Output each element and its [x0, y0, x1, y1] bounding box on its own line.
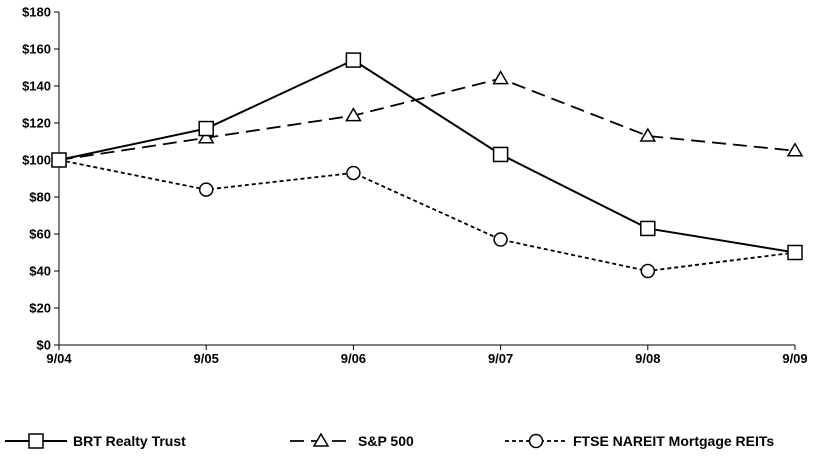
series-square-line — [51, 52, 803, 261]
y-tick-label: $160 — [22, 42, 51, 57]
series-group — [50, 52, 804, 279]
series-triangle-line — [50, 70, 804, 166]
x-tick-label: 9/09 — [782, 351, 807, 366]
data-point-triangle — [786, 142, 804, 157]
y-tick-label: $0 — [37, 338, 51, 353]
legend: BRT Realty Trust S&P 500 FTSE NAREIT Mortg… — [5, 432, 774, 449]
x-tick-label: 9/07 — [488, 351, 513, 366]
x-tick-label: 9/06 — [341, 351, 366, 366]
series-line — [58, 159, 796, 272]
data-point-triangle — [639, 127, 657, 142]
legend-label: S&P 500 — [358, 433, 414, 449]
series-line — [58, 77, 796, 161]
data-point-square — [198, 120, 214, 137]
data-point-triangle — [197, 129, 215, 144]
series-circle-line — [51, 152, 803, 279]
y-tick-label: $140 — [22, 79, 51, 94]
data-point-triangle — [345, 107, 362, 122]
legend-label: FTSE NAREIT Mortgage REITs — [573, 433, 774, 449]
y-tick-label: $20 — [29, 301, 51, 316]
y-tick-label: $80 — [29, 190, 51, 205]
y-tick-label: $40 — [29, 264, 51, 279]
data-point-circle — [346, 165, 361, 181]
data-point-square — [640, 220, 656, 237]
x-tick-label: 9/04 — [46, 351, 72, 366]
axes — [58, 12, 795, 346]
series-line — [58, 58, 796, 254]
data-point-triangle — [492, 70, 509, 85]
y-tick-label: $60 — [29, 227, 51, 242]
data-point-circle — [640, 263, 656, 279]
legend-marker-square — [28, 433, 44, 449]
legend-marker-triangle — [312, 432, 330, 447]
legend-item: S&P 500 — [290, 432, 414, 449]
y-tick-label: $120 — [22, 116, 51, 131]
x-tick-label: 9/05 — [194, 351, 219, 366]
data-point-square — [345, 52, 362, 68]
legend-marker-circle — [528, 433, 544, 449]
data-point-circle — [198, 182, 214, 197]
y-tick-label: $100 — [22, 153, 51, 168]
x-tick-label: 9/08 — [635, 351, 660, 366]
data-point-square — [787, 244, 803, 261]
data-point-square — [51, 152, 67, 168]
data-point-circle — [493, 232, 508, 247]
y-axis-ticks: $0 $20 $40 $60 $80 $100 $120 $140 $160 $180 — [22, 5, 59, 353]
data-point-square — [492, 146, 509, 163]
x-axis-ticks: 9/04 9/05 9/06 9/07 9/08 9/09 — [46, 345, 808, 366]
legend-item: FTSE NAREIT Mortgage REITs — [505, 433, 774, 449]
legend-item: BRT Realty Trust — [5, 433, 186, 449]
y-tick-label: $180 — [22, 5, 51, 20]
legend-label: BRT Realty Trust — [73, 433, 186, 449]
